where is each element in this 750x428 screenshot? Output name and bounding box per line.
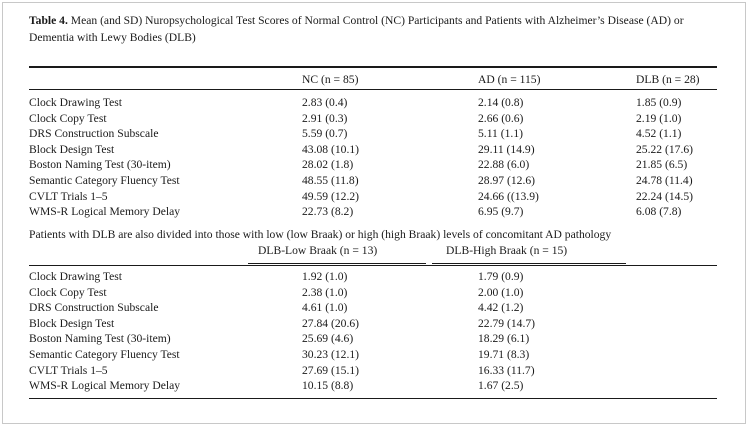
table1-header-rule: [29, 89, 717, 90]
table1-cell-ad: 24.66 ((13.9): [478, 189, 539, 203]
table2-row-label: Boston Naming Test (30-item): [29, 332, 171, 346]
caption-text: Mean (and SD) Nuropsychological Test Sco…: [29, 14, 684, 44]
table-bottom-rule: [29, 398, 717, 399]
table1-cell-nc: 28.02 (1.8): [302, 158, 354, 172]
caption-label: Table 4.: [29, 14, 68, 27]
table1-cell-dlb: 22.24 (14.5): [636, 189, 693, 203]
table1-cell-nc: 2.91 (0.3): [302, 111, 348, 125]
table1-cell-ad: 6.95 (9.7): [478, 205, 524, 219]
table2-cell-high-braak: 19.71 (8.3): [478, 348, 530, 361]
table2-row-label: Semantic Category Fluency Test: [29, 348, 180, 361]
table1-row-label: Boston Naming Test (30-item): [29, 158, 171, 172]
table1-cell-ad: 28.97 (12.6): [478, 174, 535, 187]
table2-cell-high-braak: 4.42 (1.2): [478, 301, 524, 315]
table1-row-label: Clock Drawing Test: [29, 96, 122, 109]
low-braak-header-rule: [248, 263, 426, 264]
header-low-braak: DLB-Low Braak (n = 13): [258, 244, 378, 257]
header-nc: NC (n = 85): [302, 73, 359, 86]
table1-cell-dlb: 6.08 (7.8): [636, 205, 682, 219]
table-subtitle: Patients with DLB are also divided into …: [29, 228, 612, 241]
table1-row-label: Block Design Test: [29, 142, 115, 156]
table2-row-label: Clock Drawing Test: [29, 270, 122, 283]
header-dlb: DLB (n = 28): [636, 73, 700, 86]
table1-cell-ad: 29.11 (14.9): [478, 142, 535, 156]
table1-cell-nc: 48.55 (11.8): [302, 174, 359, 187]
table2-cell-high-braak: 18.29 (6.1): [478, 332, 530, 346]
table2-cell-low-braak: 27.69 (15.1): [302, 363, 359, 377]
table2-cell-high-braak: 2.00 (1.0): [478, 285, 524, 299]
table1-cell-dlb: 25.22 (17.6): [636, 142, 693, 156]
table1-row-label: CVLT Trials 1–5: [29, 189, 108, 203]
table2-cell-high-braak: 1.67 (2.5): [478, 379, 524, 393]
table1-cell-dlb: 4.52 (1.1): [636, 127, 682, 141]
table1-cell-nc: 22.73 (8.2): [302, 205, 354, 219]
header-high-braak: DLB-High Braak (n = 15): [446, 244, 568, 257]
table1-cell-ad: 2.66 (0.6): [478, 111, 524, 125]
table1-cell-nc: 49.59 (12.2): [302, 189, 359, 203]
table2-row-label: Block Design Test: [29, 316, 115, 330]
table2-cell-low-braak: 27.84 (20.6): [302, 316, 359, 330]
table1-cell-nc: 43.08 (10.1): [302, 142, 359, 156]
table1-cell-dlb: 21.85 (6.5): [636, 158, 688, 172]
table2-row-label: DRS Construction Subscale: [29, 301, 159, 315]
table1-cell-ad: 22.88 (6.0): [478, 158, 530, 172]
table2-cell-low-braak: 10.15 (8.8): [302, 379, 354, 393]
table2-cell-low-braak: 30.23 (12.1): [302, 348, 359, 361]
table1-cell-dlb: 24.78 (11.4): [636, 174, 693, 187]
table1-top-rule: [29, 66, 717, 68]
table2-cell-high-braak: 1.79 (0.9): [478, 270, 524, 283]
table1-row-label: WMS-R Logical Memory Delay: [29, 205, 181, 219]
table2-cell-low-braak: 1.92 (1.0): [302, 270, 348, 283]
table1-cell-nc: 2.83 (0.4): [302, 96, 348, 109]
table1-row-label: Clock Copy Test: [29, 111, 107, 125]
table2-cell-low-braak: 2.38 (1.0): [302, 285, 348, 299]
table1-row-label: DRS Construction Subscale: [29, 127, 159, 141]
table-caption: Table 4. Mean (and SD) Nuropsychological…: [29, 12, 729, 46]
table1-cell-ad: 2.14 (0.8): [478, 96, 524, 109]
table1-row-label: Semantic Category Fluency Test: [29, 174, 180, 187]
table2-top-rule: [29, 265, 717, 266]
table2-row-label: Clock Copy Test: [29, 285, 107, 299]
table2-row-label: WMS-R Logical Memory Delay: [29, 379, 181, 393]
figure-frame: [2, 2, 746, 424]
header-ad: AD (n = 115): [478, 73, 541, 86]
table1-cell-ad: 5.11 (1.1): [478, 127, 523, 141]
table2-cell-high-braak: 22.79 (14.7): [478, 316, 535, 330]
table1-cell-dlb: 2.19 (1.0): [636, 111, 682, 125]
table2-cell-low-braak: 4.61 (1.0): [302, 301, 348, 315]
table2-row-label: CVLT Trials 1–5: [29, 363, 108, 377]
table2-cell-low-braak: 25.69 (4.6): [302, 332, 354, 346]
table1-cell-nc: 5.59 (0.7): [302, 127, 348, 141]
table2-cell-high-braak: 16.33 (11.7): [478, 363, 535, 377]
high-braak-header-rule: [432, 263, 626, 264]
table1-cell-dlb: 1.85 (0.9): [636, 96, 682, 109]
